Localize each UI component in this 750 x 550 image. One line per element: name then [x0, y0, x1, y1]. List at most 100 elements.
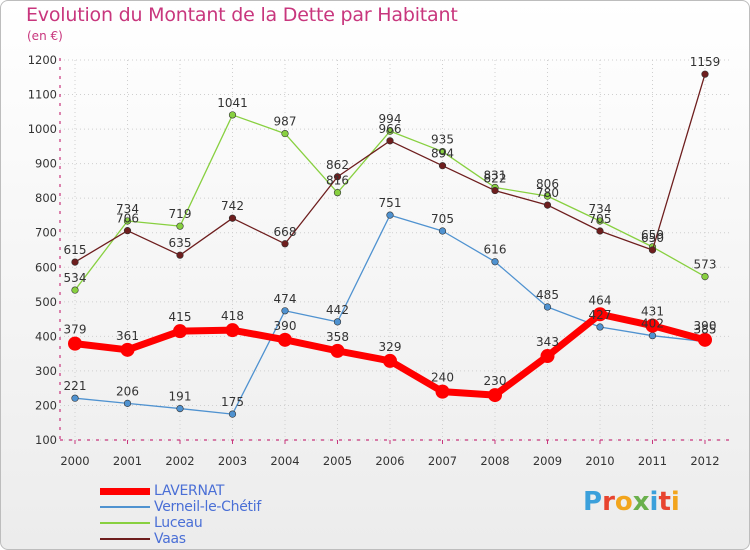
x-tick-label: 2005	[323, 454, 352, 468]
data-label: 659	[641, 228, 664, 242]
x-tick-label: 2003	[218, 454, 247, 468]
data-label: 191	[169, 390, 192, 404]
x-tick-label: 2012	[690, 454, 719, 468]
data-point	[648, 332, 657, 340]
y-tick-label: 500	[35, 295, 57, 309]
x-tick-label: 2008	[480, 454, 509, 468]
brand-letter: o	[614, 487, 633, 517]
data-point	[386, 137, 394, 145]
data-label: 966	[379, 122, 402, 136]
data-label: 1159	[690, 55, 721, 69]
data-label: 385	[694, 323, 717, 337]
legend-swatch	[100, 487, 150, 495]
x-tick-label: 2002	[165, 454, 194, 468]
data-label: 935	[431, 133, 454, 147]
data-point	[543, 303, 552, 311]
data-label: 894	[431, 147, 454, 161]
data-label: 427	[589, 308, 612, 322]
data-point	[540, 349, 555, 364]
data-point	[71, 286, 79, 294]
data-point	[176, 222, 184, 230]
data-label: 390	[694, 319, 717, 333]
legend-label: Vaas	[154, 531, 186, 547]
brand-letter: i	[670, 487, 680, 517]
data-label: 705	[589, 212, 612, 226]
data-point	[281, 240, 289, 248]
data-label: 358	[326, 330, 349, 344]
data-point	[225, 323, 240, 338]
data-label: 474	[274, 292, 297, 306]
y-tick-label: 700	[35, 226, 57, 240]
y-tick-label: 900	[35, 157, 57, 171]
data-point	[491, 258, 499, 266]
data-label: 343	[536, 335, 559, 349]
data-label: 485	[536, 288, 559, 302]
grid	[60, 59, 732, 441]
data-point	[330, 343, 345, 358]
x-tick-label: 2009	[533, 454, 562, 468]
x-tick-label: 2006	[375, 454, 404, 468]
data-point	[71, 258, 79, 266]
data-label: 464	[589, 293, 612, 307]
data-label: 361	[116, 329, 139, 343]
legend-label: Verneil-le-Chétif	[154, 499, 261, 515]
data-label: 415	[169, 310, 192, 324]
brand-letter: P	[583, 487, 603, 517]
data-label: 329	[379, 340, 402, 354]
data-point	[596, 217, 604, 225]
data-point	[123, 217, 132, 225]
data-label: 240	[431, 371, 454, 385]
data-point	[596, 323, 604, 331]
brand-letter: x	[632, 487, 650, 517]
data-point	[120, 342, 135, 357]
data-label: 431	[641, 305, 664, 319]
data-point	[435, 384, 450, 399]
brand-letter: t	[658, 487, 671, 517]
data-point	[701, 273, 709, 281]
data-label: 442	[326, 303, 349, 317]
data-point	[491, 186, 499, 195]
data-point	[281, 129, 289, 138]
data-point	[228, 111, 237, 119]
brand-logo: Proxiti	[583, 487, 680, 517]
data-point	[543, 192, 552, 200]
data-label: 230	[484, 374, 507, 388]
data-label: 175	[221, 395, 244, 409]
data-label: 734	[589, 202, 612, 216]
legend-label: LAVERNAT	[154, 483, 225, 499]
data-label: 816	[326, 174, 349, 188]
data-point	[543, 201, 552, 209]
y-tick-label: 600	[35, 260, 57, 274]
data-point	[71, 394, 79, 402]
data-point	[173, 324, 187, 339]
data-label: 706	[116, 212, 139, 226]
x-tick-label: 2011	[638, 454, 667, 468]
data-label: 822	[484, 172, 507, 186]
data-point	[176, 404, 184, 413]
x-tick-label: 2000	[60, 454, 89, 468]
data-point	[278, 332, 292, 347]
data-point	[698, 332, 712, 347]
chart-title: Evolution du Montant de la Dette par Hab…	[26, 4, 458, 26]
data-point	[701, 70, 709, 78]
data-point	[383, 353, 397, 368]
axes: 100 200 300 400 500 600 700 800 900 1000 1100 1200 2…	[28, 53, 732, 468]
y-tick-label: 300	[35, 364, 57, 378]
y-tick-label: 1200	[28, 53, 57, 67]
data-label: 719	[169, 207, 192, 221]
data-point	[648, 246, 657, 254]
data-label: 862	[326, 158, 349, 172]
y-tick-label: 1100	[28, 88, 57, 102]
data-label: 705	[431, 212, 454, 226]
brand-letter: r	[602, 487, 615, 517]
data-label: 734	[116, 202, 139, 216]
data-point	[438, 162, 447, 170]
data-point	[593, 307, 607, 322]
data-label: 1041	[217, 96, 248, 110]
data-point	[176, 251, 184, 259]
y-tick-label: 100	[35, 433, 57, 447]
data-label: 831	[484, 168, 507, 182]
x-tick-label: 2007	[428, 454, 457, 468]
data-point	[333, 318, 342, 326]
